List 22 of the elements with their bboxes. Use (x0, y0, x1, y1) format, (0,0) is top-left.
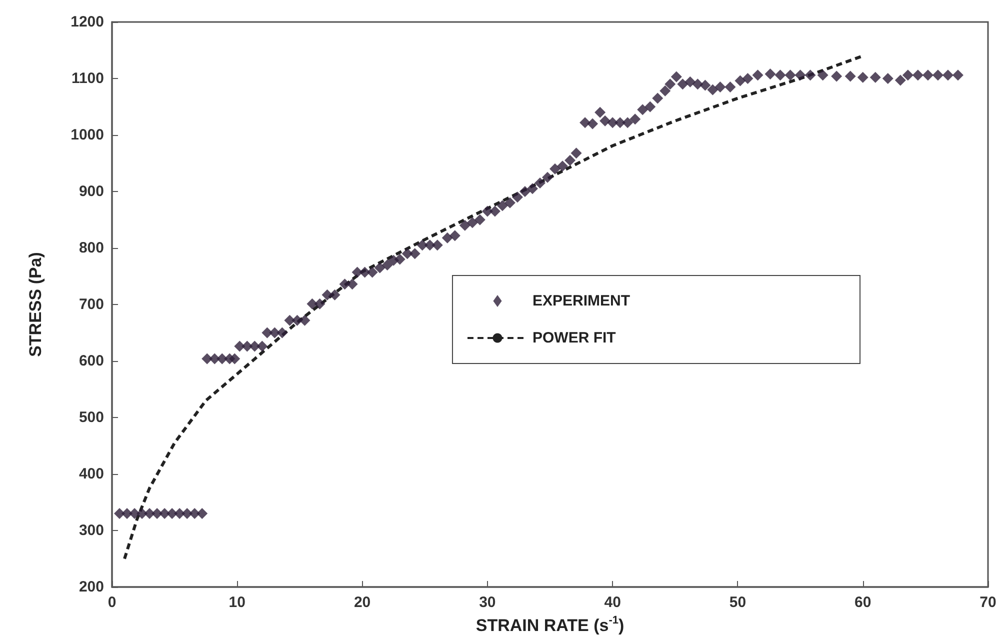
y-axis-title: STRESS (Pa) (26, 252, 45, 357)
y-tick-label: 1100 (71, 70, 104, 87)
x-tick-label: 10 (228, 594, 246, 611)
x-tick-label: 60 (854, 594, 872, 611)
y-tick-label: 1000 (70, 126, 104, 144)
y-tick-label: 600 (78, 352, 104, 370)
x-tick-label: 50 (729, 594, 746, 611)
x-tick-label: 70 (980, 594, 996, 611)
y-tick-label: 800 (78, 240, 104, 256)
x-tick-label: 0 (108, 594, 116, 611)
x-tick-label: 30 (479, 594, 496, 611)
y-tick-label: 500 (78, 409, 104, 426)
legend-label: EXPERIMENT (532, 292, 630, 310)
y-tick-label: 700 (78, 296, 104, 313)
y-tick-label: 300 (78, 522, 104, 539)
y-tick-label: 1200 (70, 14, 104, 30)
x-tick-label: 20 (354, 594, 371, 611)
legend-label: POWER FIT (532, 330, 616, 346)
y-tick-label: 400 (78, 466, 104, 482)
x-tick-label: 40 (604, 594, 621, 611)
y-tick-label: 200 (78, 578, 104, 596)
y-tick-label: 900 (78, 183, 104, 200)
